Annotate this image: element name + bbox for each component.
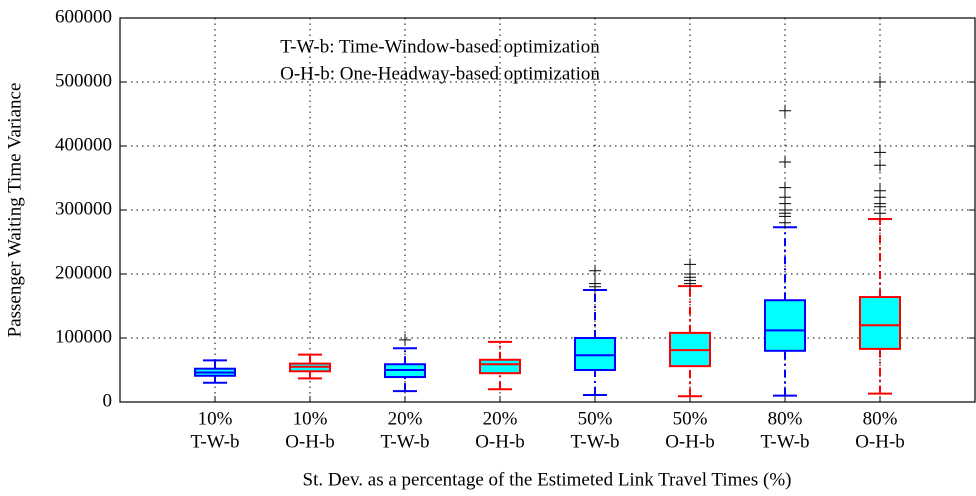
outlier <box>779 104 791 117</box>
x-tick-label: T-W-b <box>761 431 810 452</box>
x-tick-label: 10% <box>293 408 328 429</box>
outlier <box>684 258 696 271</box>
y-tick-label: 0 <box>103 390 113 411</box>
x-tick-label: O-H-b <box>285 431 335 452</box>
outlier <box>589 264 601 277</box>
box <box>859 296 901 350</box>
outlier <box>874 76 886 88</box>
x-tick-label: O-H-b <box>665 431 715 452</box>
outlier <box>399 333 411 346</box>
x-tick-label: O-H-b <box>475 431 525 452</box>
x-tick-label: T-W-b <box>191 431 240 452</box>
outlier <box>779 156 791 168</box>
x-tick-label: 10% <box>198 408 233 429</box>
y-tick-label: 600000 <box>55 6 112 27</box>
x-tick-label: T-W-b <box>381 431 430 452</box>
outlier <box>589 277 601 290</box>
box <box>574 337 616 371</box>
x-tick-label: 80% <box>768 408 803 429</box>
y-tick-label: 400000 <box>55 134 112 155</box>
outlier <box>874 146 886 159</box>
x-tick-label: 50% <box>673 408 708 429</box>
y-tick-label: 100000 <box>55 326 112 347</box>
outlier <box>874 184 886 197</box>
x-tick-label: 80% <box>863 408 898 429</box>
y-tick-label: 300000 <box>55 198 112 219</box>
y-tick-label: 500000 <box>55 70 112 91</box>
outlier <box>874 159 886 172</box>
outlier <box>779 181 791 194</box>
x-tick-label: 20% <box>388 408 423 429</box>
x-tick-label: 50% <box>578 408 613 429</box>
x-axis-label: St. Dev. as a percentage of the Estimete… <box>303 469 792 490</box>
annotation: T-W-b: Time-Window-based optimization <box>280 36 600 57</box>
x-tick-label: O-H-b <box>855 431 905 452</box>
box <box>764 299 806 352</box>
annotation: O-H-b: One-Headway-based optimization <box>280 63 600 84</box>
y-axis-label: Passenger Waiting Time Variance <box>4 83 25 338</box>
x-tick-label: 20% <box>483 408 518 429</box>
x-tick-label: T-W-b <box>571 431 620 452</box>
box <box>479 358 521 375</box>
y-tick-label: 200000 <box>55 262 112 283</box>
